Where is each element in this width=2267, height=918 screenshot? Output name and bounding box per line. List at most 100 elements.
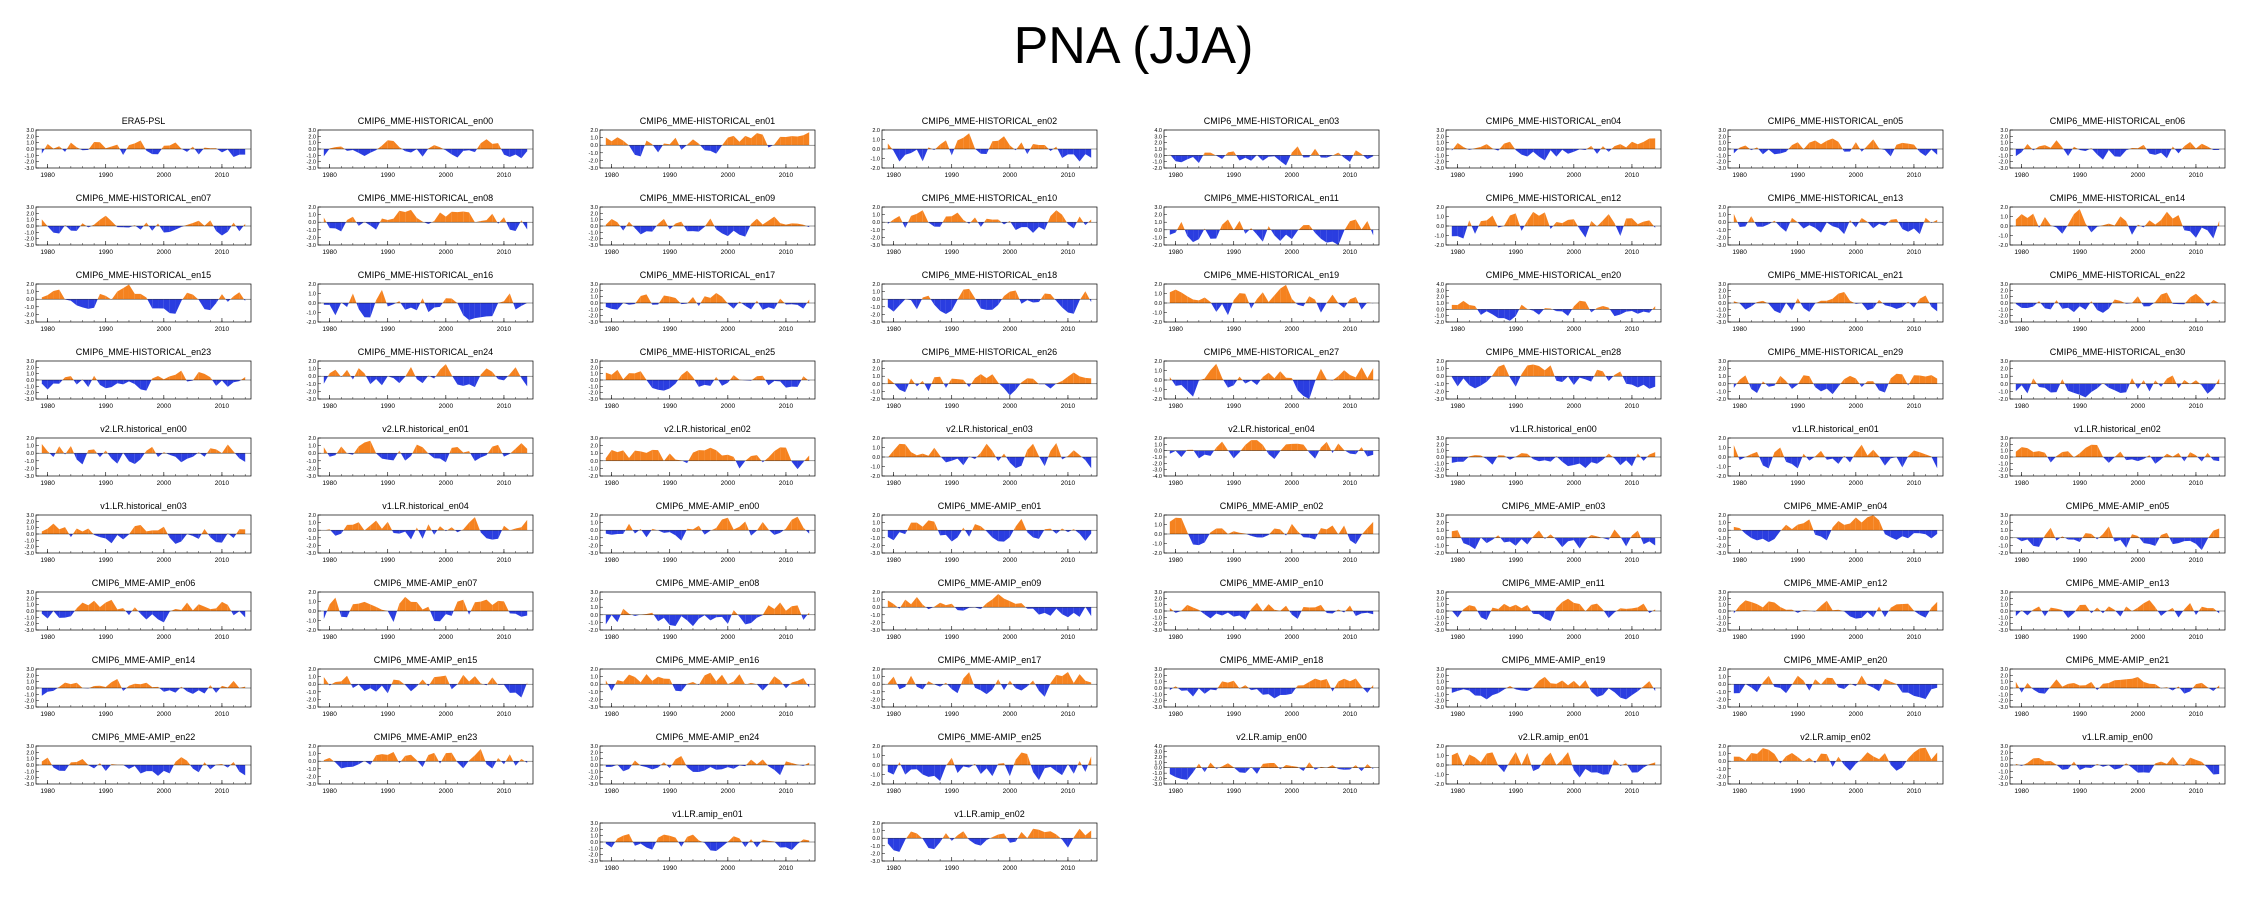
x-tick-label: 1990	[98, 480, 113, 487]
positive-area	[440, 212, 446, 223]
positive-area	[1498, 535, 1501, 538]
y-tick-label: 1.0	[872, 213, 880, 219]
positive-area	[911, 597, 917, 608]
y-tick-label: 3.0	[1154, 134, 1162, 140]
negative-area	[2145, 383, 2150, 392]
positive-area	[53, 146, 60, 149]
y-tick-label: -3.0	[307, 474, 316, 480]
negative-area	[704, 380, 711, 386]
positive-area	[2027, 144, 2033, 149]
positive-area	[687, 528, 693, 531]
negative-area	[1216, 611, 1223, 616]
negative-area	[1480, 376, 1487, 386]
negative-area	[1349, 155, 1354, 162]
positive-area	[1521, 365, 1528, 377]
positive-area	[2129, 378, 2133, 384]
negative-area	[692, 226, 699, 232]
negative-area	[515, 149, 522, 159]
negative-area	[1344, 229, 1345, 231]
x-tick-label: 1990	[380, 403, 395, 410]
negative-area	[123, 534, 129, 540]
positive-area	[221, 294, 226, 300]
positive-area	[2021, 610, 2023, 611]
positive-area	[1480, 220, 1487, 226]
negative-area	[94, 534, 100, 538]
y-tick-label: 3.0	[1718, 590, 1726, 596]
negative-area	[2092, 303, 2098, 311]
positive-area	[803, 376, 808, 380]
y-tick-label: 1.0	[2000, 295, 2008, 301]
panel-title: CMIP6_MME-AMIP_en11	[1502, 578, 1605, 588]
positive-area	[440, 526, 445, 531]
y-tick-label: 3.0	[590, 436, 598, 442]
positive-area	[1861, 444, 1868, 457]
positive-area	[364, 525, 371, 531]
negative-area	[1262, 229, 1268, 242]
negative-area	[634, 145, 641, 157]
positive-area	[375, 300, 377, 303]
positive-area	[1931, 601, 1938, 611]
negative-area	[192, 534, 199, 539]
positive-area	[1873, 139, 1880, 149]
positive-area	[1303, 606, 1310, 611]
positive-area	[336, 446, 342, 454]
negative-area	[227, 226, 232, 232]
y-tick-label: 0.0	[26, 378, 34, 384]
positive-area	[175, 608, 182, 611]
positive-area	[2067, 224, 2069, 226]
positive-area	[1757, 147, 1759, 149]
positive-area	[2190, 141, 2196, 149]
negative-area	[99, 453, 104, 458]
positive-area	[2085, 533, 2092, 538]
negative-area	[663, 530, 670, 533]
y-tick-label: -3.0	[1999, 474, 2008, 480]
positive-area	[733, 526, 740, 531]
x-tick-label: 1990	[662, 172, 677, 179]
negative-area	[1780, 530, 1782, 532]
y-tick-label: -3.0	[1717, 166, 1726, 172]
negative-area	[498, 530, 502, 539]
y-tick-label: 1.0	[308, 600, 316, 606]
positive-area	[687, 297, 693, 303]
positive-area	[1291, 378, 1293, 380]
positive-area	[1245, 440, 1252, 451]
positive-area	[1260, 376, 1263, 380]
negative-area	[479, 530, 481, 533]
negative-area	[623, 226, 627, 231]
y-tick-label: 3.0	[1436, 513, 1444, 519]
positive-area	[1175, 517, 1182, 534]
negative-area	[2039, 537, 2044, 547]
y-tick-label: 1.0	[26, 290, 34, 296]
negative-area	[503, 149, 510, 157]
negative-area	[146, 380, 152, 391]
x-tick-label: 2000	[439, 634, 454, 641]
negative-area	[2174, 149, 2179, 154]
panel-title: CMIP6_MME-HISTORICAL_en00	[358, 116, 493, 126]
negative-area	[2095, 537, 2098, 540]
negative-area	[687, 460, 689, 464]
panel-CMIP6_MME-AMIP_en06: CMIP6_MME-AMIP_en063.02.01.00.0-1.0-2.0-…	[25, 578, 252, 641]
positive-area	[893, 382, 895, 384]
positive-area	[2137, 224, 2141, 226]
y-tick-label: 2.0	[1718, 596, 1726, 602]
positive-area	[1451, 530, 1458, 538]
negative-area	[957, 457, 964, 466]
negative-area	[1085, 607, 1092, 617]
negative-area	[163, 226, 170, 233]
negative-area	[1256, 380, 1261, 385]
panel-frame	[599, 591, 816, 631]
positive-area	[2137, 535, 2140, 538]
negative-area	[2149, 537, 2156, 546]
positive-area	[911, 522, 917, 531]
positive-area	[395, 301, 400, 303]
positive-area	[134, 525, 141, 534]
positive-area	[1203, 152, 1205, 156]
positive-area	[1509, 604, 1516, 611]
positive-area	[515, 367, 521, 377]
positive-area	[162, 452, 164, 454]
positive-area	[198, 604, 205, 611]
positive-area	[1286, 443, 1292, 451]
negative-area	[1585, 457, 1592, 469]
negative-area	[745, 614, 752, 625]
positive-area	[2073, 209, 2080, 226]
